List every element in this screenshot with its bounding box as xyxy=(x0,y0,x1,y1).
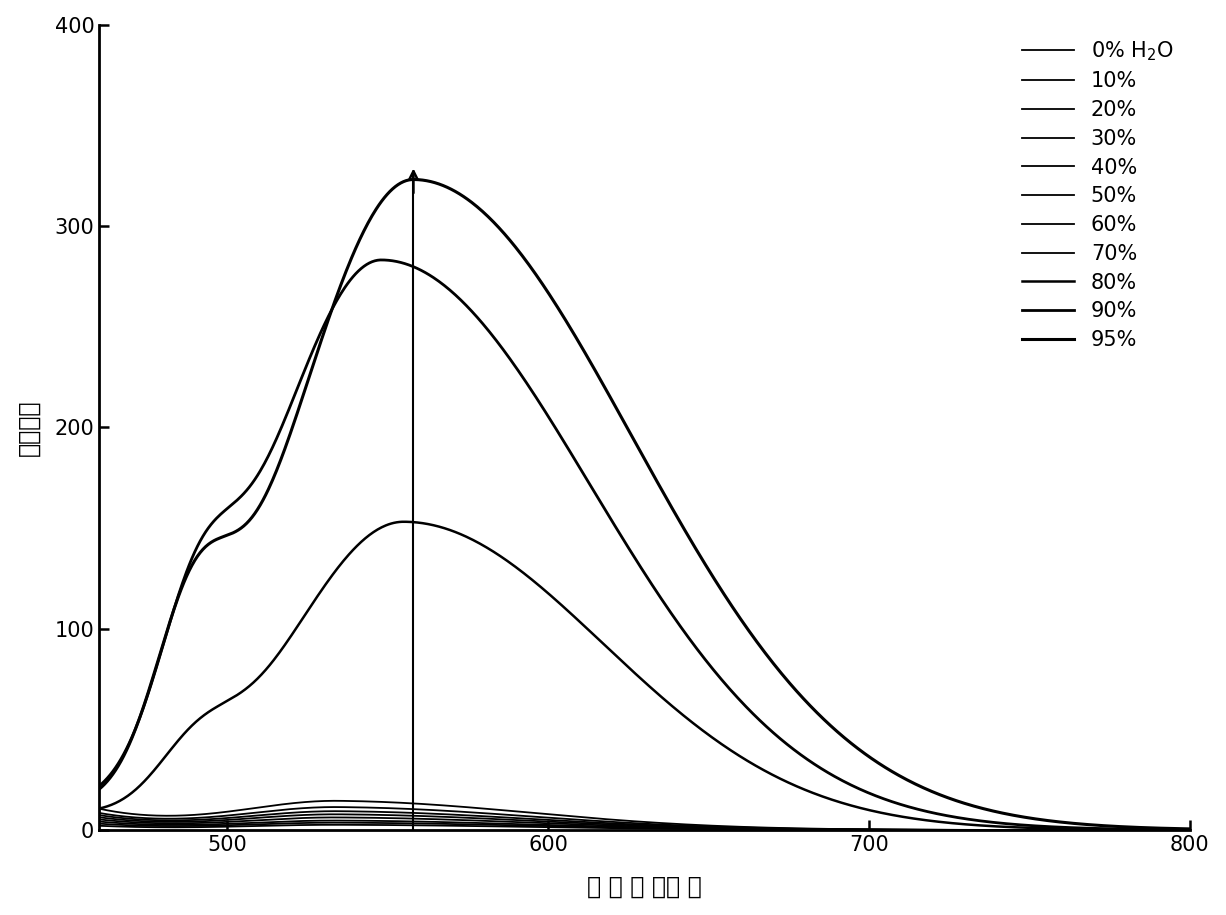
X-axis label: 波 长 （ 纳米 ）: 波 长 （ 纳米 ） xyxy=(587,875,701,899)
Legend: 0% H$_2$O, 10%, 20%, 30%, 40%, 50%, 60%, 70%, 80%, 90%, 95%: 0% H$_2$O, 10%, 20%, 30%, 40%, 50%, 60%,… xyxy=(1022,39,1173,350)
Y-axis label: 荧光强度: 荧光强度 xyxy=(17,399,40,456)
